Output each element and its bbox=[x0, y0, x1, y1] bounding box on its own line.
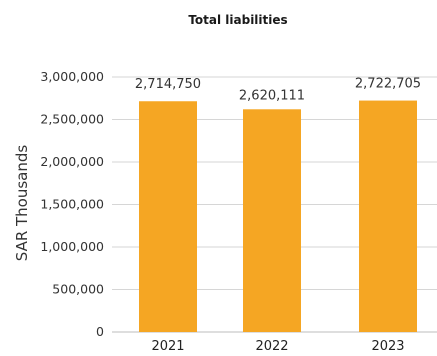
bars bbox=[139, 100, 417, 333]
data-label-2021: 2,714,750 bbox=[135, 77, 201, 92]
y-tick-label: 500,000 bbox=[52, 282, 104, 297]
bar-2021 bbox=[139, 101, 197, 332]
x-axis-ticks: 2021 2022 2023 bbox=[151, 339, 404, 354]
y-tick-label: 3,000,000 bbox=[40, 69, 104, 84]
x-tick-label: 2022 bbox=[255, 339, 288, 354]
bar-2023 bbox=[359, 100, 417, 333]
y-tick-label: 2,000,000 bbox=[40, 154, 104, 169]
y-axis-ticks: 0 500,000 1,000,000 1,500,000 2,000,000 2,500… bbox=[40, 69, 104, 339]
y-axis-label: SAR Thousands bbox=[13, 145, 31, 262]
y-tick-label: 1,500,000 bbox=[40, 197, 104, 212]
data-label-2022: 2,620,111 bbox=[239, 88, 305, 103]
data-label-2023: 2,722,705 bbox=[355, 77, 421, 92]
bar-2022 bbox=[243, 109, 301, 333]
y-tick-label: 2,500,000 bbox=[40, 112, 104, 127]
y-tick-label: 1,000,000 bbox=[40, 239, 104, 254]
x-tick-label: 2023 bbox=[371, 339, 404, 354]
data-labels: 2,714,750 2,620,111 2,722,705 bbox=[135, 77, 421, 104]
x-tick-label: 2021 bbox=[151, 339, 184, 354]
chart-title: Total liabilities bbox=[188, 13, 287, 27]
y-tick-label: 0 bbox=[96, 324, 104, 339]
